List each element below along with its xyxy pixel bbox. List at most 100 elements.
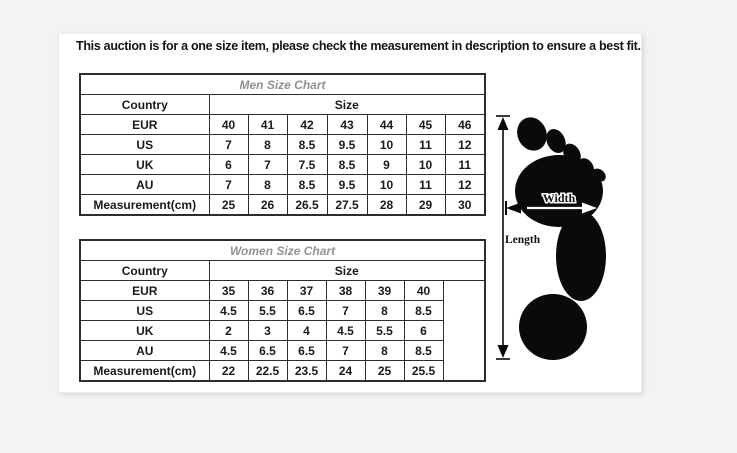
size-cell: 9.5 xyxy=(326,174,368,195)
table-row: AU 7 8 8.5 9.5 10 11 12 xyxy=(79,174,486,195)
table-row: EUR 40 41 42 43 44 45 46 xyxy=(79,114,486,135)
table-row: UK 6 7 7.5 8.5 9 10 11 xyxy=(79,154,486,175)
women-size-table: Women Size Chart Country Size EUR 35 36 37 3… xyxy=(79,239,487,382)
size-cell: 4.5 xyxy=(208,340,249,361)
size-cell: 25 xyxy=(208,194,249,216)
size-cell: 7 xyxy=(247,154,288,175)
size-cell: 40 xyxy=(403,280,444,301)
size-cell: 44 xyxy=(366,114,407,135)
size-header: Size xyxy=(208,94,486,115)
size-cell: 42 xyxy=(286,114,328,135)
table-row: Measurement(cm) 25 26 26.5 27.5 28 29 30 xyxy=(79,194,486,216)
table-header-row: Country Size xyxy=(79,260,486,281)
size-cell: 22 xyxy=(208,360,249,382)
size-cell: 30 xyxy=(444,194,486,216)
length-arrowheads xyxy=(497,117,509,358)
size-cell: 8 xyxy=(364,340,405,361)
men-table-title: Men Size Chart xyxy=(79,73,486,95)
size-cell: 6.5 xyxy=(286,340,327,361)
size-cell: 10 xyxy=(366,174,407,195)
size-cell: 8.5 xyxy=(286,134,328,155)
content-panel: This auction is for a one size item, ple… xyxy=(58,33,642,393)
size-cell: 8 xyxy=(247,134,288,155)
size-cell: 8.5 xyxy=(326,154,368,175)
country-header: Country xyxy=(79,260,210,281)
size-cell: 26 xyxy=(247,194,288,216)
row-label: AU xyxy=(79,174,210,195)
size-cell: 12 xyxy=(444,134,486,155)
size-cell: 11 xyxy=(444,154,486,175)
table-row: Measurement(cm) 22 22.5 23.5 24 25 25.5 xyxy=(79,360,485,382)
size-cell: 6 xyxy=(403,320,444,341)
width-label: Width xyxy=(543,191,576,205)
size-cell: 6.5 xyxy=(286,300,327,321)
size-cell: 5.5 xyxy=(364,320,405,341)
size-cell: 25.5 xyxy=(403,360,444,382)
size-header: Size xyxy=(208,260,486,281)
row-label: UK xyxy=(79,154,210,175)
size-cell: 40 xyxy=(208,114,249,135)
length-arrow xyxy=(496,115,510,360)
size-cell: 6.5 xyxy=(247,340,288,361)
size-cell: 36 xyxy=(247,280,288,301)
women-table-title: Women Size Chart xyxy=(79,239,486,261)
size-cell: 7 xyxy=(325,340,366,361)
size-cell: 8 xyxy=(247,174,288,195)
size-cell: 8.5 xyxy=(403,300,444,321)
size-cell: 38 xyxy=(325,280,366,301)
size-cell: 8.5 xyxy=(403,340,444,361)
size-cell: 43 xyxy=(326,114,368,135)
size-cell: 37 xyxy=(286,280,327,301)
row-label: Measurement(cm) xyxy=(79,194,210,216)
size-cell: 10 xyxy=(366,134,407,155)
size-cell: 3 xyxy=(247,320,288,341)
table-row: EUR 35 36 37 38 39 40 xyxy=(79,280,486,382)
size-cell: 28 xyxy=(366,194,407,216)
size-cell: 25 xyxy=(364,360,405,382)
auction-notice: This auction is for a one size item, ple… xyxy=(76,39,641,53)
size-cell: 39 xyxy=(364,280,405,301)
row-label: EUR xyxy=(79,280,210,301)
table-row: AU 4.5 6.5 6.5 7 8 8.5 xyxy=(79,340,485,361)
size-cell: 24 xyxy=(325,360,366,382)
size-cell: 29 xyxy=(405,194,446,216)
size-cell: 4 xyxy=(286,320,327,341)
size-cell: 7 xyxy=(325,300,366,321)
size-cell: 7.5 xyxy=(286,154,328,175)
size-cell: 8.5 xyxy=(286,174,328,195)
row-label: US xyxy=(79,300,210,321)
size-cell: 45 xyxy=(405,114,446,135)
size-cell: 35 xyxy=(208,280,249,301)
size-cell: 22.5 xyxy=(247,360,288,382)
men-size-table: Men Size Chart Country Size EUR 40 41 42 43 4… xyxy=(79,73,487,216)
row-label: EUR xyxy=(79,114,210,135)
size-cell: 4.5 xyxy=(325,320,366,341)
size-cell: 5.5 xyxy=(247,300,288,321)
width-arrow xyxy=(505,201,597,215)
country-header: Country xyxy=(79,94,210,115)
table-header-row: Country Size xyxy=(79,94,486,115)
size-cell: 7 xyxy=(208,134,249,155)
size-cell: 2 xyxy=(208,320,249,341)
size-cell: 9 xyxy=(366,154,407,175)
row-label: AU xyxy=(79,340,210,361)
table-row: UK 2 3 4 4.5 5.5 6 xyxy=(79,320,485,341)
empty-cell xyxy=(442,280,486,382)
row-label: Measurement(cm) xyxy=(79,360,210,382)
size-cell: 4.5 xyxy=(208,300,249,321)
size-cell: 46 xyxy=(444,114,486,135)
size-cell: 10 xyxy=(405,154,446,175)
size-cell: 7 xyxy=(208,174,249,195)
table-row: US 4.5 5.5 6.5 7 8 8.5 xyxy=(79,300,485,321)
size-cell: 11 xyxy=(405,134,446,155)
size-cell: 6 xyxy=(208,154,249,175)
size-cell: 8 xyxy=(364,300,405,321)
size-cell: 41 xyxy=(247,114,288,135)
size-cell: 9.5 xyxy=(326,134,368,155)
size-cell: 23.5 xyxy=(286,360,327,382)
footprint-diagram: Width Length xyxy=(496,115,606,360)
length-label: Length xyxy=(505,234,541,246)
size-cell: 12 xyxy=(444,174,486,195)
size-cell: 27.5 xyxy=(326,194,368,216)
